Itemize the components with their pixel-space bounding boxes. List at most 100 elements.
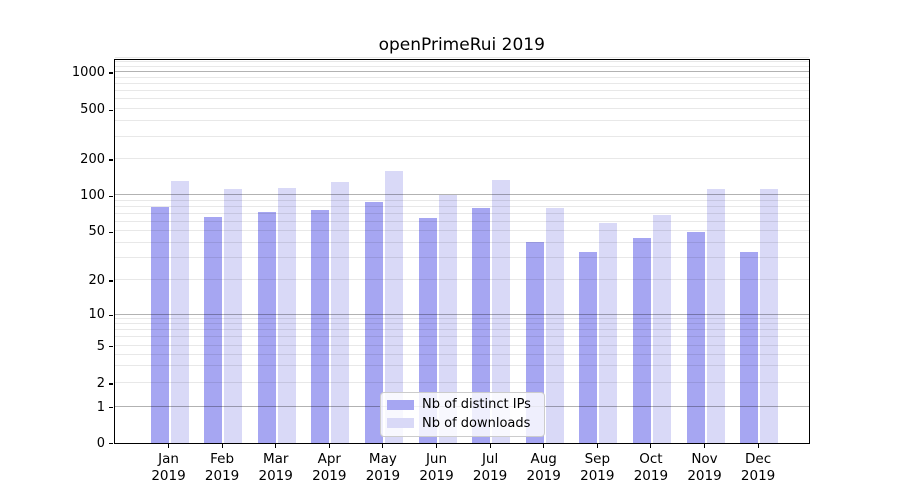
major-gridline-10 — [114, 313, 809, 315]
minor-gridline-700 — [114, 90, 809, 92]
bar-nb-of-downloads-may — [384, 171, 403, 443]
minor-gridline-300 — [114, 136, 809, 137]
bar-nb-of-distinct-ips-jul — [472, 208, 491, 443]
minor-gridline-500 — [114, 108, 809, 110]
y-tick-label-10: 10 — [88, 307, 105, 323]
bar-nb-of-downloads-sep — [599, 222, 618, 443]
bar-nb-of-distinct-ips-sep — [579, 251, 598, 443]
x-tick-mark-jul — [489, 443, 491, 448]
y-tick-mark-20 — [109, 280, 113, 282]
minor-gridline-70 — [114, 212, 809, 214]
minor-gridline-20 — [114, 279, 809, 280]
y-tick-mark-1000 — [109, 72, 113, 74]
y-tick-mark-1 — [109, 406, 113, 409]
minor-gridline-800 — [114, 83, 809, 85]
minor-gridline-60 — [114, 220, 809, 222]
legend-swatch-distinct-ips — [387, 399, 414, 410]
minor-gridline-9 — [114, 318, 809, 320]
minor-gridline-1100 — [114, 66, 809, 68]
minor-gridline-30 — [114, 257, 809, 259]
minor-gridline-80 — [114, 205, 809, 207]
minor-gridline-40 — [114, 242, 809, 244]
minor-gridline-900 — [114, 76, 809, 78]
bar-nb-of-downloads-nov — [706, 188, 725, 443]
minor-gridline-6 — [114, 336, 809, 338]
major-gridline-100 — [114, 194, 809, 196]
bar-nb-of-distinct-ips-may — [364, 201, 383, 443]
legend-label-distinct-ips: Nb of distinct IPs — [422, 397, 531, 413]
y-tick-mark-100 — [109, 195, 113, 197]
x-tick-mark-may — [382, 443, 384, 448]
legend-item-downloads: Nb of downloads — [387, 414, 536, 433]
y-tick-mark-2 — [109, 383, 113, 385]
bar-nb-of-distinct-ips-dec — [740, 251, 759, 443]
x-tick-label-jan: Jan 2019 — [151, 450, 186, 484]
minor-gridline-200 — [114, 158, 809, 159]
minor-gridline-1300 — [114, 57, 809, 59]
bar-nb-of-distinct-ips-apr — [311, 210, 330, 443]
x-tick-label-dec: Dec 2019 — [740, 450, 776, 484]
x-tick-mark-sep — [596, 443, 598, 448]
minor-gridline-1200 — [114, 61, 809, 63]
x-tick-label-jun: Jun 2019 — [419, 450, 454, 484]
y-tick-mark-50 — [109, 231, 113, 233]
legend-item-distinct-ips: Nb of distinct IPs — [387, 396, 536, 415]
y-tick-label-50: 50 — [88, 224, 105, 240]
minor-gridline-4 — [114, 353, 809, 355]
x-tick-mark-nov — [703, 443, 706, 448]
minor-gridline-2 — [114, 382, 809, 384]
y-tick-label-2: 2 — [96, 376, 105, 392]
y-tick-label-5: 5 — [96, 338, 105, 354]
minor-gridline-7 — [114, 329, 809, 331]
bar-nb-of-distinct-ips-nov — [686, 232, 705, 443]
x-tick-label-apr: Apr 2019 — [312, 450, 347, 484]
y-tick-label-20: 20 — [88, 272, 105, 288]
minor-gridline-5 — [114, 344, 809, 346]
bar-nb-of-downloads-feb — [224, 189, 243, 443]
x-tick-label-jul: Jul 2019 — [472, 450, 508, 484]
bar-nb-of-distinct-ips-jun — [418, 217, 437, 443]
bar-nb-of-distinct-ips-mar — [257, 212, 276, 443]
x-tick-label-may: May 2019 — [365, 450, 401, 484]
x-tick-mark-apr — [328, 443, 330, 448]
x-tick-mark-feb — [221, 443, 223, 448]
chart-title: openPrimeRui 2019 — [378, 35, 545, 55]
minor-gridline-400 — [114, 120, 809, 122]
x-tick-mark-jan — [167, 443, 170, 448]
y-tick-mark-200 — [109, 159, 113, 161]
x-tick-label-sep: Sep 2019 — [580, 450, 615, 484]
y-tick-mark-5 — [109, 345, 113, 348]
plot-area — [113, 57, 810, 444]
minor-gridline-600 — [114, 98, 809, 100]
legend-swatch-downloads — [387, 418, 414, 429]
x-tick-label-aug: Aug 2019 — [526, 450, 561, 484]
major-gridline-1000 — [114, 71, 809, 73]
y-tick-label-1000: 1000 — [71, 65, 105, 80]
legend-label-downloads: Nb of downloads — [422, 415, 531, 431]
x-tick-mark-oct — [650, 443, 652, 448]
x-tick-label-mar: Mar 2019 — [258, 450, 293, 484]
bar-nb-of-downloads-oct — [652, 215, 671, 443]
bar-nb-of-downloads-dec — [760, 188, 779, 443]
y-tick-label-1: 1 — [96, 399, 105, 415]
bar-nb-of-downloads-jul — [492, 180, 511, 443]
x-tick-mark-jun — [435, 443, 438, 448]
x-tick-label-feb: Feb 2019 — [204, 450, 240, 484]
legend: Nb of distinct IPs Nb of downloads — [380, 391, 545, 437]
minor-gridline-8 — [114, 323, 809, 325]
y-tick-mark-10 — [109, 314, 113, 317]
minor-gridline-90 — [114, 199, 809, 201]
bar-nb-of-downloads-apr — [331, 182, 350, 443]
bar-nb-of-downloads-jun — [438, 194, 457, 443]
bar-nb-of-distinct-ips-oct — [632, 238, 651, 443]
minor-gridline-50 — [114, 230, 809, 232]
y-tick-label-200: 200 — [80, 151, 105, 167]
bar-nb-of-distinct-ips-jan — [150, 206, 169, 443]
bar-nb-of-distinct-ips-feb — [204, 216, 223, 443]
bar-nb-of-downloads-jan — [170, 181, 189, 443]
x-tick-mark-aug — [543, 443, 545, 448]
bar-nb-of-downloads-mar — [277, 188, 296, 443]
y-tick-label-100: 100 — [80, 188, 105, 204]
x-tick-label-oct: Oct 2019 — [633, 450, 669, 484]
